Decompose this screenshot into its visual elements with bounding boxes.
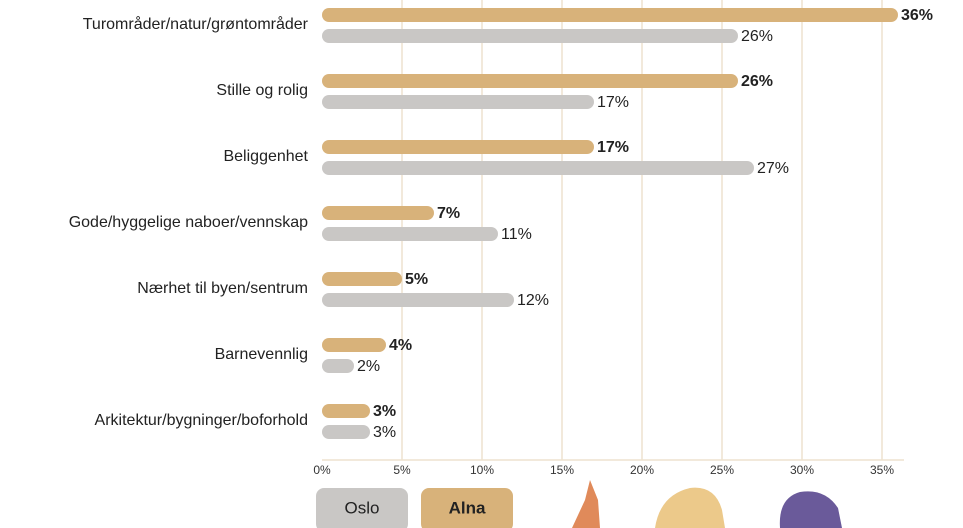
legend-button[interactable]: Oslo — [316, 488, 408, 528]
legend-button[interactable]: Alna — [421, 488, 513, 528]
category-label: Nærhet til byen/sentrum — [137, 280, 308, 297]
category-label: Barnevennlig — [215, 346, 308, 363]
bar — [322, 95, 594, 109]
legend-label: Alna — [449, 498, 486, 517]
value-label: 26% — [741, 73, 773, 90]
decoration — [655, 487, 725, 528]
bar — [322, 272, 402, 286]
legend-label: Oslo — [345, 498, 380, 517]
value-label: 12% — [517, 292, 549, 309]
value-label: 11% — [501, 226, 532, 243]
bar — [322, 161, 754, 175]
value-label: 26% — [741, 28, 773, 45]
bar — [322, 206, 434, 220]
category-label: Arkitektur/bygninger/boforhold — [95, 412, 308, 429]
bar — [322, 404, 370, 418]
bar — [322, 227, 498, 241]
value-label: 3% — [373, 403, 396, 420]
bar — [322, 74, 738, 88]
x-tick-label: 20% — [630, 463, 654, 477]
value-label: 3% — [373, 424, 396, 441]
value-label: 2% — [357, 358, 380, 375]
bar — [322, 359, 354, 373]
category-label: Turområder/natur/grøntområder — [83, 15, 309, 33]
bar — [322, 29, 738, 43]
bar — [322, 140, 594, 154]
decoration — [779, 491, 842, 528]
value-label: 17% — [597, 139, 629, 156]
category-label: Gode/hyggelige naboer/vennskap — [69, 214, 308, 231]
value-label: 36% — [901, 7, 933, 24]
value-label: 5% — [405, 271, 428, 288]
value-label: 7% — [437, 205, 460, 222]
value-label: 4% — [389, 337, 412, 354]
decoration — [572, 480, 600, 528]
value-label: 17% — [597, 94, 629, 111]
legend-swatch — [421, 488, 513, 528]
x-tick-label: 35% — [870, 463, 894, 477]
category-label: Stille og rolig — [216, 82, 308, 99]
bar — [322, 8, 898, 22]
x-tick-label: 0% — [313, 463, 331, 477]
value-label: 27% — [757, 160, 789, 177]
x-tick-label: 25% — [710, 463, 734, 477]
bar — [322, 338, 386, 352]
bar — [322, 293, 514, 307]
x-tick-label: 30% — [790, 463, 814, 477]
x-tick-label: 5% — [393, 463, 411, 477]
x-tick-label: 15% — [550, 463, 574, 477]
x-tick-label: 10% — [470, 463, 494, 477]
bar — [322, 425, 370, 439]
legend-swatch — [316, 488, 408, 528]
category-label: Beliggenhet — [223, 148, 308, 165]
